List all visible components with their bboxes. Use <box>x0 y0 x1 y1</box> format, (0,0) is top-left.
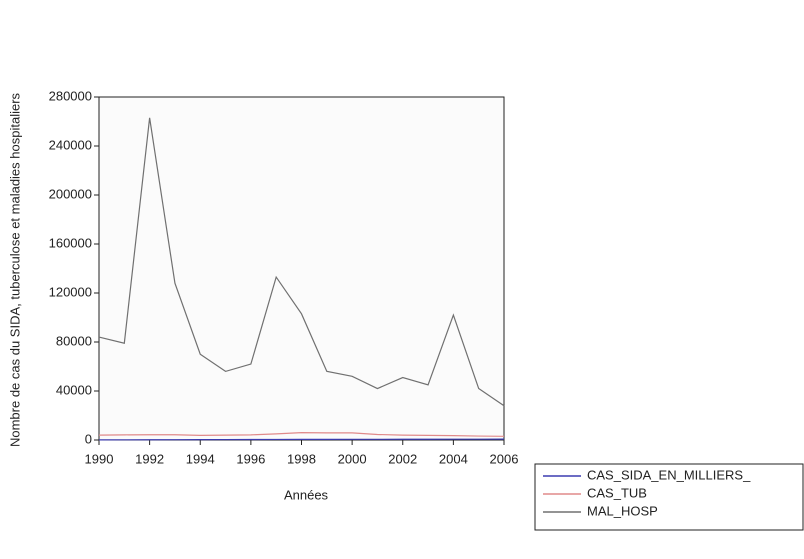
y-tick-label: 240000 <box>49 137 92 152</box>
y-tick-label: 160000 <box>49 235 92 250</box>
x-tick-label: 2002 <box>388 451 417 466</box>
x-tick-label: 1994 <box>186 451 215 466</box>
plot-frame <box>98 96 505 441</box>
y-tick-label: 200000 <box>49 186 92 201</box>
x-tick-label: 2000 <box>338 451 367 466</box>
y-tick-label: 120000 <box>49 284 92 299</box>
series-line <box>98 438 505 441</box>
legend-label: CAS_SIDA_EN_MILLIERS_ <box>587 467 751 482</box>
x-axis-label: Années <box>284 487 329 502</box>
x-tick-label: 2006 <box>490 451 519 466</box>
y-tick-label: 0 <box>85 431 92 446</box>
x-tick-label: 1992 <box>135 451 164 466</box>
x-tick-label: 1998 <box>287 451 316 466</box>
series-line <box>98 432 505 437</box>
y-axis-label: Nombre de cas du SIDA, tuberculose et ma… <box>7 92 22 447</box>
legend-box <box>534 463 804 531</box>
y-tick-label: 280000 <box>49 88 92 103</box>
y-tick-label: 80000 <box>56 333 92 348</box>
x-tick-label: 1996 <box>236 451 265 466</box>
series-line <box>98 117 505 407</box>
x-tick-label: 1990 <box>85 451 114 466</box>
legend-label: MAL_HOSP <box>587 503 658 518</box>
x-tick-label: 2004 <box>439 451 468 466</box>
legend-label: CAS_TUB <box>587 485 647 500</box>
y-tick-label: 40000 <box>56 382 92 397</box>
